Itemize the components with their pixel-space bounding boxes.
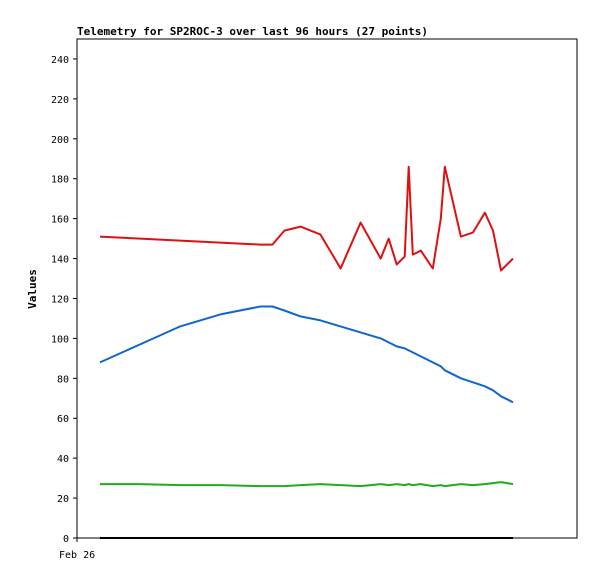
y-tick-label: 160 <box>51 215 69 226</box>
x-tick-label: Feb 26 <box>59 550 95 561</box>
series-line-3 <box>100 481 514 488</box>
y-tick-label: 120 <box>51 294 69 305</box>
y-tick-label: 200 <box>51 135 69 146</box>
chart-title: Telemetry for SP2ROC-3 over last 96 hour… <box>77 25 428 38</box>
y-tick-label: 240 <box>51 55 69 66</box>
y-tick-label: 0 <box>63 534 69 545</box>
y-tick-label: 140 <box>51 255 69 266</box>
y-axis-label: Values <box>26 269 39 309</box>
y-tick-label: 180 <box>51 175 69 186</box>
y-tick-label: 40 <box>57 454 69 465</box>
y-tick-label: 80 <box>57 374 69 385</box>
y-tick-label: 220 <box>51 95 69 106</box>
series-line-1 <box>99 165 514 272</box>
plot-area <box>76 38 578 539</box>
y-axis: 0 20 40 60 80 100 120 140 160 180 200 220 240 <box>51 55 77 545</box>
x-axis: Feb 26 <box>59 538 95 561</box>
y-tick-label: 60 <box>57 414 69 425</box>
series-group <box>99 165 514 539</box>
y-tick-label: 20 <box>57 494 69 505</box>
y-tick-label: 100 <box>51 334 69 345</box>
series-line-2 <box>99 305 514 404</box>
